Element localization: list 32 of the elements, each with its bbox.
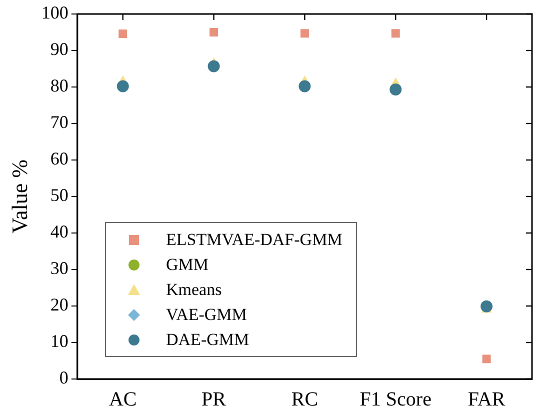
point (390, 84, 402, 96)
y-tick-label: 70 (50, 112, 68, 132)
y-tick-label: 60 (50, 148, 68, 169)
point (482, 354, 491, 364)
y-tick-label: 80 (50, 76, 68, 96)
y-tick-label: 0 (59, 368, 68, 388)
x-tick-label: F1 Score (360, 388, 432, 410)
y-tick-label: 50 (50, 185, 68, 206)
x-tick-label: PR (202, 388, 227, 410)
y-tick-label: 10 (50, 331, 68, 352)
y-axis-title: Value % (6, 160, 32, 234)
point (300, 29, 309, 38)
legend-label: GMM (166, 254, 209, 274)
y-tick-label: 40 (50, 222, 68, 242)
legend-label: DAE-GMM (166, 330, 250, 350)
y-tick-label: 30 (50, 258, 68, 278)
point (298, 80, 311, 92)
x-tick-label: FAR (468, 388, 506, 410)
x-tick-label: RC (291, 388, 318, 410)
point (391, 29, 400, 38)
y-tick-label: 20 (50, 294, 68, 315)
legend-label: VAE-GMM (166, 304, 247, 324)
point (208, 60, 220, 72)
y-tick-label: 90 (50, 39, 68, 60)
legend-label: ELSTMVAE-DAF-GMM (166, 230, 342, 250)
point (480, 300, 493, 312)
point (118, 29, 128, 38)
x-tick-label: AC (108, 388, 137, 410)
point (210, 28, 218, 36)
y-tick-label: 100 (41, 2, 68, 23)
legend-label: Kmeans (166, 280, 222, 300)
point (116, 80, 129, 92)
